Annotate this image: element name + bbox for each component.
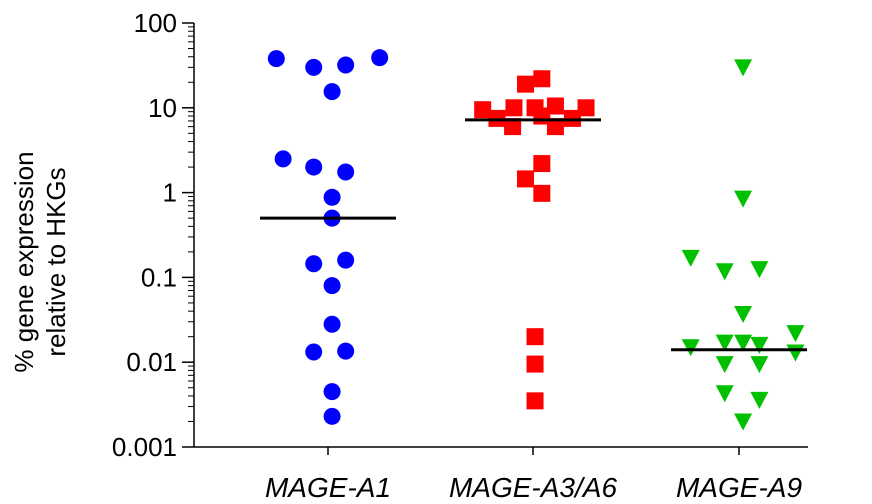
data-point-triangle (715, 356, 734, 374)
median-lines (260, 118, 807, 352)
data-point-square (488, 109, 506, 127)
data-point-circle (337, 56, 355, 74)
data-point-triangle (734, 413, 753, 431)
data-point-circle (267, 50, 285, 68)
data-point-circle (323, 383, 341, 401)
data-point-square (504, 118, 522, 136)
data-point-square (546, 118, 564, 136)
data-point-triangle (734, 306, 753, 324)
data-point-square (533, 184, 551, 202)
data-point-square (526, 328, 544, 346)
data-point-circle (337, 251, 355, 269)
data-point-triangle (734, 190, 753, 208)
data-point-triangle (750, 391, 769, 409)
y-axis-label: % gene expression relative to HKGs (9, 151, 71, 372)
axes (193, 23, 808, 455)
data-point-triangle (715, 385, 734, 403)
data-point-triangle (681, 249, 700, 267)
data-point-square (563, 109, 581, 127)
data-point-circle (371, 49, 389, 67)
data-point-triangle (681, 339, 700, 357)
y-tick-label: 0.001 (112, 432, 177, 462)
y-ticks: 0.001 0.01 0.1 1 10 100 (112, 8, 194, 462)
data-point-circle (337, 163, 355, 181)
data-point-square (533, 70, 551, 88)
data-point-circle (305, 58, 323, 76)
data-point-circle (274, 150, 292, 168)
data-point-square (526, 355, 544, 373)
data-point-circle (323, 407, 341, 425)
data-point-square (533, 155, 551, 173)
data-point-triangle (786, 344, 805, 362)
data-point-circle (337, 342, 355, 360)
y-tick-label: 1 (163, 178, 177, 208)
x-category-label: MAGE-A3/A6 (449, 472, 617, 503)
y-axis-label-line-2: relative to HKGs (41, 167, 71, 356)
y-tick-label: 100 (134, 8, 177, 38)
y-tick-label: 10 (148, 93, 177, 123)
data-point-circle (323, 315, 341, 333)
data-point-triangle (786, 325, 805, 343)
x-category-labels: MAGE-A1 MAGE-A3/A6 MAGE-A9 (265, 472, 802, 503)
data-point-square (505, 99, 523, 117)
data-point-circle (323, 83, 341, 101)
data-point-square (577, 99, 595, 117)
data-marks (267, 49, 805, 431)
x-category-label: MAGE-A9 (676, 472, 802, 503)
data-point-square (546, 97, 564, 115)
x-category-label: MAGE-A1 (265, 472, 391, 503)
y-axis-label-line-1: % gene expression (9, 151, 39, 372)
data-point-square (526, 392, 544, 410)
y-tick-label: 0.01 (126, 347, 177, 377)
data-point-circle (323, 188, 341, 206)
data-point-triangle (715, 334, 734, 352)
data-point-circle (305, 255, 323, 273)
data-point-triangle (734, 334, 753, 352)
data-point-triangle (715, 263, 734, 281)
data-point-square (517, 170, 535, 188)
data-point-triangle (750, 261, 769, 279)
y-tick-label: 0.1 (141, 262, 177, 292)
data-point-triangle (734, 59, 753, 77)
data-point-circle (305, 343, 323, 361)
data-point-square (474, 101, 492, 119)
data-point-circle (305, 158, 323, 176)
data-point-triangle (750, 336, 769, 354)
data-point-circle (323, 277, 341, 295)
data-point-square (517, 75, 535, 93)
data-point-triangle (750, 356, 769, 374)
